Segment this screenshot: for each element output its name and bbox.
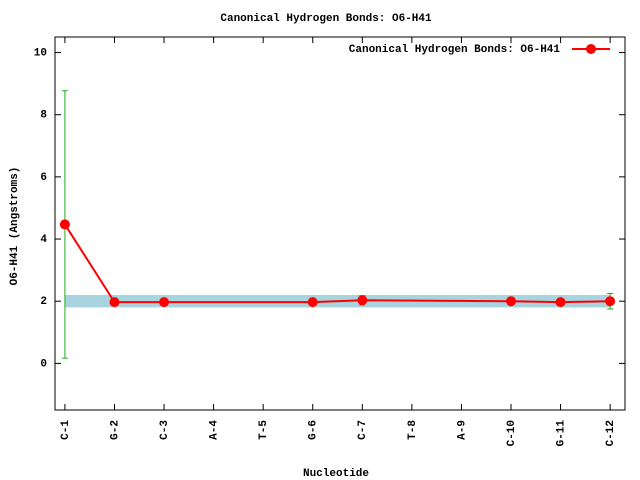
x-tick-label: C-1 <box>60 420 72 440</box>
x-tick-label: A-4 <box>209 420 221 440</box>
x-tick-label: G-2 <box>109 420 121 440</box>
y-tick-label: 6 <box>40 172 47 184</box>
chart-title: Canonical Hydrogen Bonds: O6-H41 <box>220 13 432 25</box>
x-tick-label: G-11 <box>555 420 567 447</box>
x-axis-label: Nucleotide <box>303 468 369 480</box>
plot-frame <box>54 36 626 411</box>
legend-label: Canonical Hydrogen Bonds: O6-H41 <box>349 44 561 56</box>
y-tick-label: 4 <box>40 234 47 246</box>
data-point <box>109 297 120 308</box>
x-tick-label: C-12 <box>605 420 617 446</box>
x-tick-label: A-9 <box>456 420 468 440</box>
y-tick-label: 0 <box>40 358 47 370</box>
data-point <box>357 295 368 306</box>
series-line <box>64 223 611 304</box>
data-point <box>59 219 70 230</box>
x-tick-label: G-6 <box>308 420 320 440</box>
data-point <box>307 297 318 308</box>
x-tick-label: T-8 <box>407 420 419 440</box>
y-tick-label: 10 <box>34 47 47 59</box>
x-tick-label: C-10 <box>506 420 518 446</box>
data-point <box>159 297 170 308</box>
data-point <box>555 297 566 308</box>
y-axis-label: O6-H41 (Angstroms) <box>9 167 21 286</box>
x-tick-label: C-3 <box>159 420 171 440</box>
data-point <box>506 296 516 307</box>
y-tick-label: 8 <box>40 110 47 122</box>
legend-swatch <box>586 44 596 54</box>
data-point <box>605 296 616 307</box>
x-tick-label: T-5 <box>258 420 270 440</box>
x-tick-label: C-7 <box>357 420 369 440</box>
y-tick-label: 2 <box>40 296 47 308</box>
